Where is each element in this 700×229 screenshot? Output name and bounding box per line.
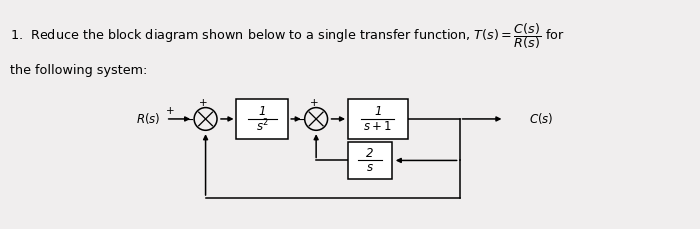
Text: $s^2$: $s^2$ [256, 118, 269, 134]
Text: 1.  Reduce the block diagram shown below to a single transfer function, $T(s) = : 1. Reduce the block diagram shown below … [10, 21, 565, 51]
Text: −: − [295, 114, 305, 127]
Text: +: + [310, 98, 319, 108]
Text: $R(s)$: $R(s)$ [136, 112, 161, 126]
Text: 1: 1 [258, 105, 266, 118]
Text: +: + [167, 106, 175, 116]
Text: +: + [199, 98, 208, 108]
Text: the following system:: the following system: [10, 64, 148, 77]
Text: 1: 1 [374, 105, 382, 118]
Text: $s$: $s$ [366, 161, 374, 174]
Text: $C(s)$: $C(s)$ [529, 112, 554, 126]
Bar [237, 99, 288, 139]
Text: $s+1$: $s+1$ [363, 120, 392, 133]
Bar [348, 142, 392, 179]
Text: −: − [184, 114, 195, 127]
Bar [348, 99, 408, 139]
Text: 2: 2 [366, 147, 374, 160]
